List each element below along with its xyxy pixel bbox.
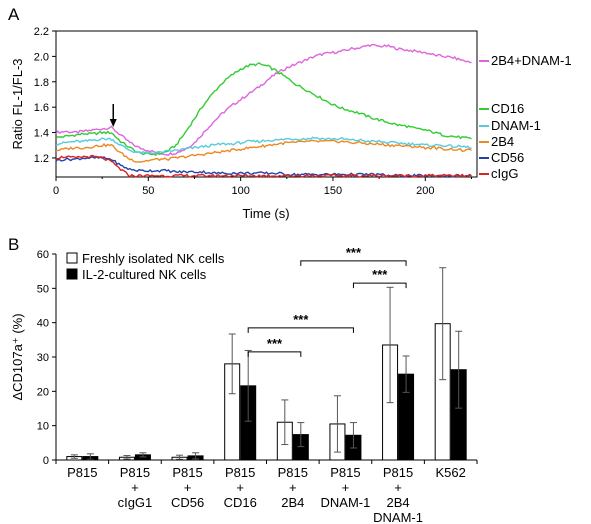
bar-legend-label: Freshly isolated NK cells <box>82 251 225 266</box>
arrow-head <box>109 119 117 127</box>
line-chart: 1.2 1.4 1.6 1.8 2.0 2.2 0 50 100 150 200 2B4+DNAM… <box>10 26 572 221</box>
line-chart-x-ticks: 0 50 100 150 200 <box>53 177 472 197</box>
significance-label: *** <box>267 336 283 351</box>
line-chart-plot-area <box>55 30 478 178</box>
line-chart-y-axis-label: Ratio FL-1/FL-3 <box>10 58 25 149</box>
bar-category-label: DNAM-1 <box>373 510 423 524</box>
bar-category-label: + <box>394 480 402 495</box>
line-chart-x-axis-label: Time (s) <box>242 206 289 221</box>
bar-category-label: cIgG1 <box>118 495 153 510</box>
line-chart-x-tick-label: 50 <box>142 185 154 197</box>
bar-chart-y-tick-label: 0 <box>43 455 49 467</box>
line-chart-series <box>55 43 472 178</box>
bar-category-label: DNAM-1 <box>321 495 371 510</box>
line-legend-label: 2B4 <box>491 134 514 149</box>
significance-bracket <box>247 351 302 357</box>
bar-chart-y-axis-label: ΔCD107a⁺ (%) <box>10 313 25 400</box>
bar-chart-y-tick-label: 10 <box>37 421 49 433</box>
line-chart-y-tick-label: 1.2 <box>34 153 49 165</box>
line-chart-y-tick-label: 1.6 <box>34 102 49 114</box>
bar-chart-significance: *** *** *** *** <box>247 245 407 357</box>
line-chart-y-tick-label: 1.8 <box>34 77 49 89</box>
significance-label: *** <box>372 267 388 282</box>
bar-category-label: CD56 <box>171 495 204 510</box>
bar-chart-y-tick-label: 50 <box>37 283 49 295</box>
line-legend-label: DNAM-1 <box>491 118 541 133</box>
line-legend-label: CD16 <box>491 101 524 116</box>
bar-category-label: + <box>289 480 297 495</box>
bar-chart-error-bars <box>70 267 463 460</box>
panel-a-label: A <box>8 5 20 24</box>
bar-category-label: P815 <box>278 465 308 480</box>
line-legend-label: cIgG <box>491 166 518 181</box>
bar-category-label: P815 <box>225 465 255 480</box>
line-chart-x-tick-label: 200 <box>416 185 434 197</box>
line-series-2b4-dnam-1 <box>55 43 472 156</box>
significance-label: *** <box>346 245 362 260</box>
bar-category-label: + <box>131 480 139 495</box>
line-series-2b4 <box>55 139 472 163</box>
bar-category-label: + <box>184 480 192 495</box>
bar-legend-label: IL-2-cultured NK cells <box>82 267 207 282</box>
bar-chart-y-tick-label: 20 <box>37 386 49 398</box>
bar-category-label: P815 <box>67 465 97 480</box>
line-series-dnam-1 <box>55 136 472 155</box>
significance-bracket <box>247 327 354 333</box>
line-legend-label: CD56 <box>491 150 524 165</box>
line-chart-y-ticks: 1.2 1.4 1.6 1.8 2.0 2.2 <box>34 26 56 165</box>
bar-category-label: CD16 <box>224 495 257 510</box>
line-chart-x-tick-label: 100 <box>231 185 249 197</box>
bar-category-label: 2B4 <box>281 495 304 510</box>
bar-category-label: P815 <box>330 465 360 480</box>
bar-category-label: K562 <box>436 465 466 480</box>
line-chart-x-tick-label: 0 <box>53 185 59 197</box>
significance-bracket <box>352 282 407 289</box>
bar-category-label: + <box>342 480 350 495</box>
line-chart-x-tick-label: 150 <box>324 185 342 197</box>
bar-category-label: P815 <box>172 465 202 480</box>
line-legend-label: 2B4+DNAM-1 <box>491 53 572 68</box>
bar-chart-y-tick-label: 30 <box>37 352 49 364</box>
line-chart-y-tick-label: 2.2 <box>34 26 49 38</box>
bar-chart-y-tick-label: 40 <box>37 318 49 330</box>
panel-b-label: B <box>8 235 19 254</box>
line-chart-y-tick-label: 2.0 <box>34 51 49 63</box>
bar-category-label: P815 <box>120 465 150 480</box>
significance-bracket <box>300 260 407 266</box>
bar-category-label: 2B4 <box>386 495 409 510</box>
line-chart-y-tick-label: 1.4 <box>34 128 49 140</box>
bar-legend-swatch <box>66 252 78 264</box>
bar-chart-y-tick-label: 60 <box>37 249 49 261</box>
line-series-cd16 <box>55 62 472 157</box>
significance-label: *** <box>293 312 309 327</box>
bar-chart-y-ticks: 0 10 20 30 40 50 60 <box>37 249 56 467</box>
line-series-cd56 <box>55 155 472 178</box>
bar-category-label: + <box>236 480 244 495</box>
bar-chart-category-labels: P815 P815+cIgG1P815+CD56P815+CD16P815+2B4… <box>55 460 478 524</box>
bar-category-label: P815 <box>383 465 413 480</box>
bar-legend-swatch <box>66 268 78 280</box>
line-series-cigg <box>55 154 472 178</box>
stimulus-arrow-icon <box>109 104 117 127</box>
